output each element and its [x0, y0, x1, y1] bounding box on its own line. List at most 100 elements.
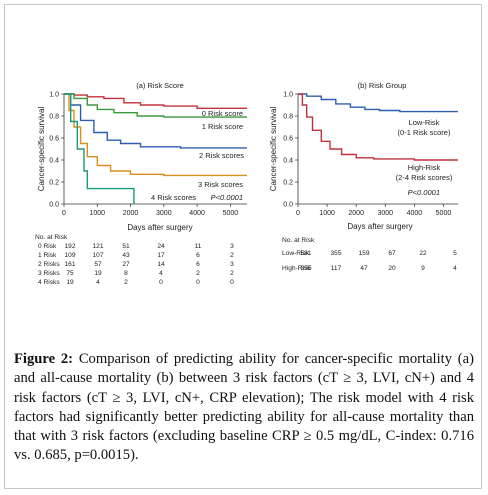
panel-a-title: (a) Risk Score — [136, 81, 184, 90]
x-tick-label: 3000 — [156, 210, 172, 217]
legend-high-risk: High-Risk — [408, 163, 441, 172]
risk-table-row-label: Low-Risk — [282, 250, 310, 257]
y-tick-label: 1.0 — [49, 91, 59, 98]
risk-table-cell: 192 — [64, 243, 75, 250]
risk-table-cell: 3 — [230, 261, 234, 268]
panel-a: (a) Risk Score 0.00.20.40.60.81.00 1000 20… — [35, 81, 247, 286]
x-tick-label: 3000 — [377, 210, 393, 217]
risk-table-cell: 51 — [122, 243, 130, 250]
risk-table-cell: 4 — [453, 265, 457, 272]
legend-1-risk: 1 Risk score — [202, 122, 243, 131]
legend-2-risks: 2 Risk scores — [199, 151, 244, 160]
panel-a-pvalue: P<0.0001 — [211, 193, 243, 202]
risk-table-cell: 117 — [331, 265, 342, 272]
y-tick-label: 0.6 — [49, 135, 59, 142]
risk-table-cell: 17 — [157, 252, 165, 259]
legend-3-risks: 3 Risk scores — [198, 180, 243, 189]
risk-table-cell: 107 — [92, 252, 103, 259]
risk-table-cell: 0 — [230, 279, 234, 286]
risk-table-cell: 355 — [300, 265, 311, 272]
risk-table-cell: 8 — [124, 270, 128, 277]
y-tick-label: 0.0 — [49, 201, 59, 208]
risk-table-cell: 0 — [196, 279, 200, 286]
panel-b-xlabel: Days after surgery — [347, 222, 412, 231]
x-tick-label: 0 — [296, 210, 300, 217]
panel-a-ylabel: Cancer-specific survival — [37, 107, 46, 192]
risk-table-cell: 75 — [66, 270, 74, 277]
panel-b-pvalue: P<0.0001 — [408, 188, 440, 197]
figure-canvas: (a) Risk Score 0.00.20.40.60.81.00 1000 20… — [35, 81, 458, 286]
x-tick-label: 0 — [62, 210, 66, 217]
series-line-high-risk — [298, 93, 458, 161]
risk-table-cell: 19 — [66, 279, 74, 286]
panel-b: (b) Risk Group 0.0 0.2 0.4 0.6 0.8 1.0 0 1000 20… — [269, 81, 458, 272]
panel-a-axes: 0.0 0.2 0.4 0.6 0.8 1.0 0 1000 2000 3000 4000 5000 — [49, 91, 247, 217]
risk-table-cell: 2 — [230, 252, 234, 259]
risk-table-row-label: 3 Risks — [38, 270, 60, 277]
legend-low-risk: Low-Risk — [409, 118, 440, 127]
risk-table-cell: 14 — [157, 261, 165, 268]
legend-low-risk-note: (0-1 Risk score) — [398, 128, 451, 137]
series-line-low-risk — [298, 93, 458, 113]
risk-table-cell: 355 — [330, 250, 341, 257]
risk-table-cell: 109 — [64, 252, 75, 259]
risk-table-row-label: 2 Risks — [38, 261, 60, 268]
risk-table-cell: 4 — [96, 279, 100, 286]
legend-0-risk: 0 Risk score — [202, 109, 243, 118]
x-tick-label: 5000 — [436, 210, 452, 217]
x-tick-label: 4000 — [189, 210, 205, 217]
series-line-3-risk-scores — [64, 93, 247, 177]
risk-table-cell: 27 — [122, 261, 130, 268]
risk-table-cell: 581 — [300, 250, 311, 257]
risk-table-row-label: High-Risk — [282, 265, 311, 272]
x-tick-label: 1000 — [319, 210, 335, 217]
series-line-1-risk-score — [64, 93, 247, 118]
risk-table-cell: 47 — [360, 265, 368, 272]
risk-table-header: No. at Risk — [282, 237, 315, 244]
risk-table-cell: 3 — [230, 243, 234, 250]
risk-table-cell: 159 — [358, 250, 369, 257]
risk-table-cell: 0 — [159, 279, 163, 286]
risk-table-cell: 6 — [196, 261, 200, 268]
y-tick-label: 0.6 — [283, 135, 293, 142]
y-tick-label: 0.0 — [283, 201, 293, 208]
risk-table-cell: 19 — [94, 270, 102, 277]
caption-label: Figure 2: — [14, 351, 74, 367]
risk-table-row-label: 4 Risks — [38, 279, 60, 286]
figure-caption: Figure 2: Comparison of predicting abili… — [14, 350, 474, 466]
caption-text: Comparison of predicting ability for can… — [14, 351, 474, 464]
y-tick-label: 0.8 — [49, 113, 59, 120]
risk-table-cell: 161 — [64, 261, 75, 268]
y-tick-label: 0.2 — [49, 179, 59, 186]
figure-frame — [4, 4, 482, 489]
panel-b-title: (b) Risk Group — [358, 81, 407, 90]
legend-4-risks: 4 Risk scores — [151, 193, 196, 202]
risk-table-cell: 2 — [124, 279, 128, 286]
panel-a-xlabel: Days after surgery — [127, 223, 192, 232]
risk-table-cell: 6 — [196, 252, 200, 259]
panel-b-axes: 0.0 0.2 0.4 0.6 0.8 1.0 0 1000 2000 3000 4000 5000 — [283, 91, 458, 217]
y-tick-label: 1.0 — [283, 91, 293, 98]
risk-table-cell: 24 — [157, 243, 165, 250]
risk-table-cell: 67 — [388, 250, 396, 257]
x-tick-label: 2000 — [123, 210, 139, 217]
x-tick-label: 2000 — [348, 210, 364, 217]
risk-table-cell: 121 — [92, 243, 103, 250]
x-tick-label: 1000 — [89, 210, 105, 217]
risk-table-cell: 4 — [159, 270, 163, 277]
y-tick-label: 0.4 — [283, 157, 293, 164]
risk-table-cell: 2 — [230, 270, 234, 277]
risk-table-cell: 57 — [94, 261, 102, 268]
risk-table-cell: 43 — [122, 252, 130, 259]
risk-table-row-label: 1 Risk — [38, 252, 57, 259]
risk-table-cell: 11 — [195, 243, 202, 250]
risk-table-header: No. at Risk — [35, 234, 68, 241]
y-tick-label: 0.2 — [283, 179, 293, 186]
panel-b-ylabel: Cancer-specific survival — [269, 107, 278, 192]
series-line-2-risk-scores — [64, 93, 247, 149]
risk-table-cell: 22 — [419, 250, 427, 257]
legend-high-risk-note: (2-4 Risk scores) — [396, 173, 453, 182]
x-tick-label: 5000 — [223, 210, 239, 217]
